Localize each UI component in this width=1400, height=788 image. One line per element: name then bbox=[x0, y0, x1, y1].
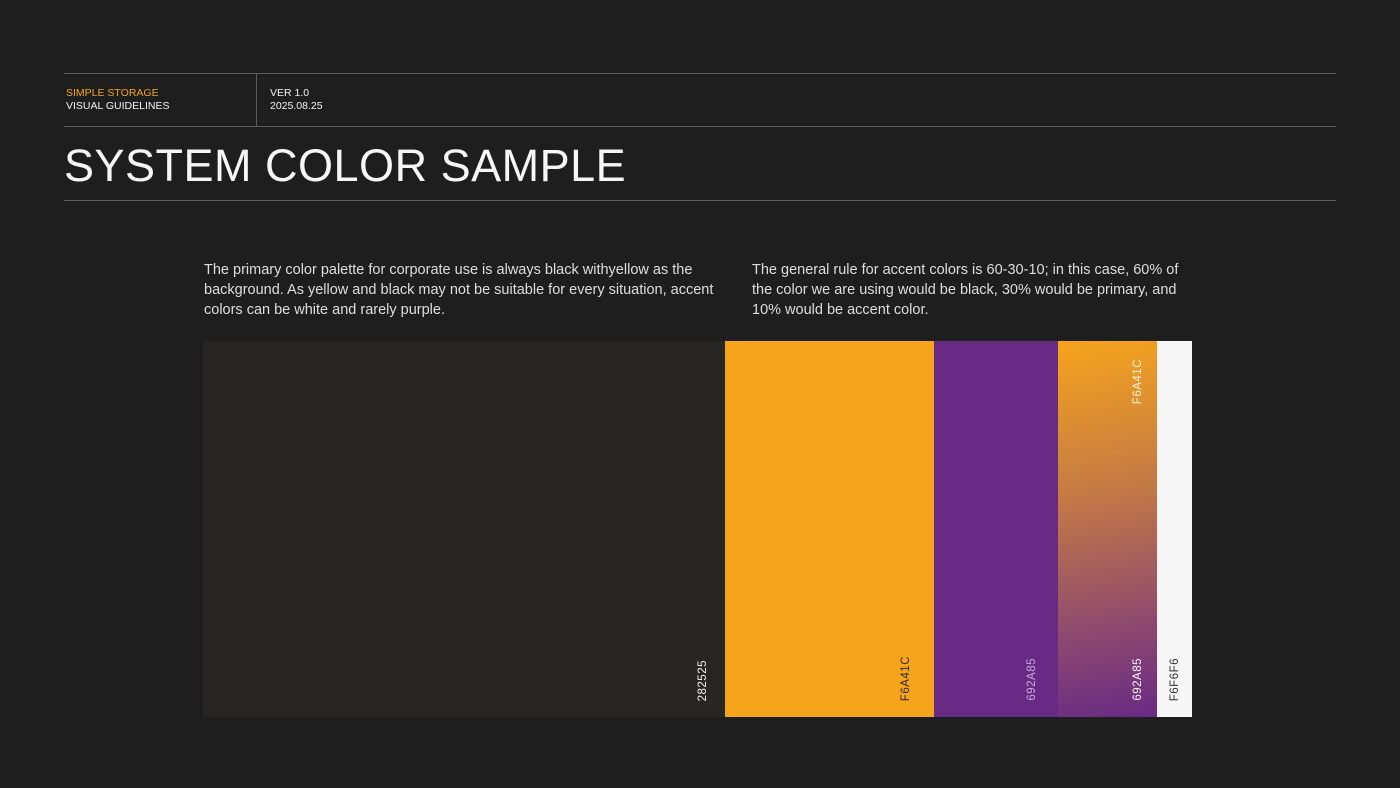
header-divider bbox=[256, 73, 257, 126]
brand-subtitle: VISUAL GUIDELINES bbox=[66, 100, 170, 112]
swatch-label: F6F6F6 bbox=[1169, 657, 1181, 701]
swatch-yellow: F6A41C bbox=[725, 341, 934, 717]
version-block: VER 1.0 2025.08.25 bbox=[270, 87, 323, 113]
title-divider bbox=[64, 200, 1336, 201]
rule-paragraph: The general rule for accent colors is 60… bbox=[752, 262, 1179, 318]
swatch-label-top: F6A41C bbox=[1132, 359, 1144, 405]
date: 2025.08.25 bbox=[270, 100, 323, 112]
header-bottom-divider bbox=[64, 126, 1336, 127]
swatch-black: 282525 bbox=[203, 341, 725, 717]
swatch-gradient: F6A41C 692A85 bbox=[1058, 341, 1157, 717]
top-divider bbox=[64, 73, 1336, 74]
swatch-purple: 692A85 bbox=[934, 341, 1058, 717]
swatch-white: F6F6F6 bbox=[1157, 341, 1192, 717]
brand-block: SIMPLE STORAGE VISUAL GUIDELINES bbox=[66, 87, 169, 113]
swatch-label: 692A85 bbox=[1132, 658, 1144, 701]
swatch-label: F6A41C bbox=[900, 655, 912, 701]
swatch-label: 282525 bbox=[697, 659, 709, 701]
page-title: SYSTEM COLOR SAMPLE bbox=[64, 140, 627, 191]
version: VER 1.0 bbox=[270, 87, 310, 99]
brand-name: SIMPLE STORAGE bbox=[66, 87, 159, 99]
swatch-label: 692A85 bbox=[1026, 658, 1038, 701]
intro-paragraph: The primary color palette for corporate … bbox=[204, 262, 714, 318]
